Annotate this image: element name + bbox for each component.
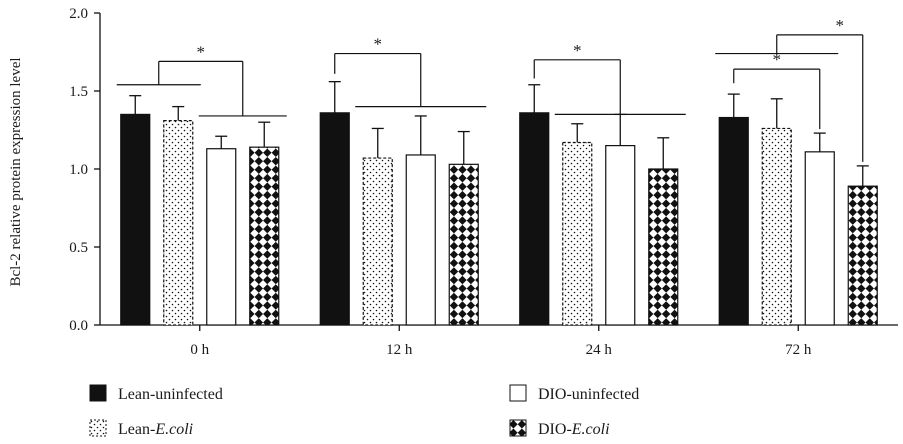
bar <box>249 146 280 326</box>
significance-star: * <box>836 16 845 35</box>
legend-label: Lean-E.coli <box>118 421 193 438</box>
bar <box>405 154 436 326</box>
legend-swatch-white <box>509 384 527 402</box>
legend-swatch-dots <box>89 419 107 437</box>
legend-label: DIO-E.coli <box>538 421 610 438</box>
legend-item-dio-uninfected: DIO-uninfected <box>509 384 639 403</box>
bar <box>562 141 593 326</box>
bar <box>847 185 878 326</box>
legend-label: DIO-uninfected <box>538 386 639 403</box>
significance-star: * <box>197 42 206 61</box>
bar <box>120 113 151 326</box>
bar <box>163 120 194 326</box>
significance-brackets: * * * * * <box>116 16 864 162</box>
legend: Lean-uninfected Lean-E.coli DIO-uninfect… <box>89 384 639 438</box>
bar <box>605 145 636 326</box>
legend-item-lean-ecoli: Lean-E.coli <box>89 419 193 438</box>
bar <box>319 112 350 326</box>
y-tick-label: 1.5 <box>69 84 88 100</box>
y-tick-label: 2.0 <box>69 6 88 22</box>
x-tick-label: 12 h <box>386 342 413 358</box>
bar <box>519 112 550 326</box>
y-tick-label: 0.0 <box>69 318 88 334</box>
x-tick-label: 24 h <box>586 342 613 358</box>
legend-label: Lean-uninfected <box>118 386 223 403</box>
x-tick-label: 0 h <box>190 342 209 358</box>
y-tick-label: 1.0 <box>69 162 88 178</box>
legend-item-lean-uninfected: Lean-uninfected <box>89 384 223 403</box>
y-axis-label: Bcl-2 relative protein expression level <box>8 57 24 286</box>
legend-item-dio-ecoli: DIO-E.coli <box>509 419 610 438</box>
significance-star: * <box>773 50 782 69</box>
bar <box>804 151 835 326</box>
bar <box>362 157 393 326</box>
x-tick-label: 72 h <box>785 342 812 358</box>
bars-layer <box>120 80 878 326</box>
legend-swatch-checker <box>509 419 527 437</box>
significance-star: * <box>573 41 582 60</box>
bar <box>648 168 679 326</box>
bar <box>761 127 792 326</box>
bar <box>718 116 749 326</box>
bar <box>448 163 479 326</box>
significance-star: * <box>374 35 383 54</box>
y-tick-label: 0.5 <box>69 240 88 256</box>
legend-swatch-solid <box>89 384 107 402</box>
bar <box>206 148 237 326</box>
